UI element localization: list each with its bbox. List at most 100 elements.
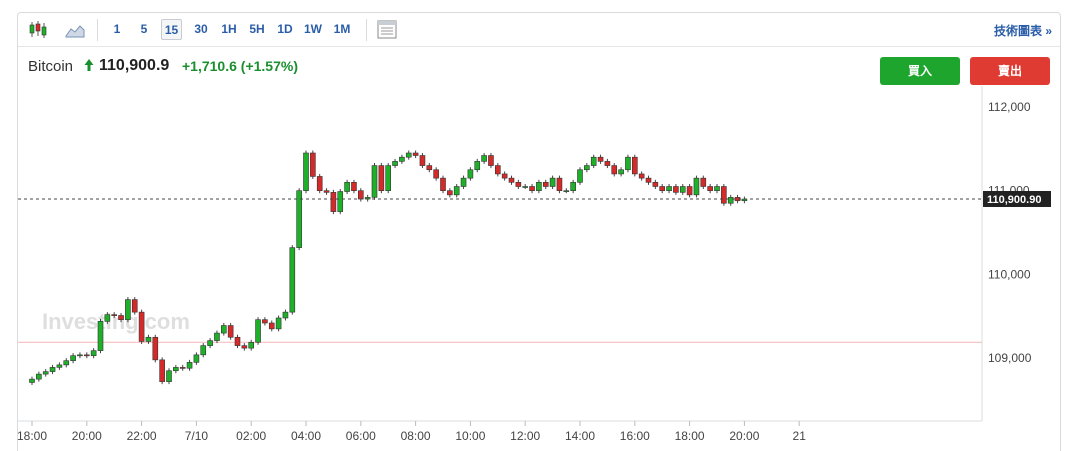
candle-body: [488, 155, 494, 166]
candle: [166, 368, 172, 385]
candle: [426, 163, 433, 173]
interval-1m[interactable]: 1: [113, 22, 121, 36]
candle-body: [707, 186, 713, 191]
candle-body: [310, 152, 316, 177]
x-tick-label: 16:00: [620, 429, 650, 443]
candle: [652, 179, 659, 190]
interval-30m[interactable]: 30: [194, 22, 208, 36]
sell-button[interactable]: 賣出: [970, 57, 1050, 85]
candle-body: [577, 169, 583, 183]
candle: [488, 153, 494, 169]
x-tick-label: 02:00: [236, 429, 266, 443]
interval-15m[interactable]: 15: [161, 19, 182, 40]
candle-body: [138, 311, 145, 342]
candle-body: [645, 177, 652, 183]
candle: [467, 167, 474, 181]
toolbar-separator: [366, 19, 367, 41]
last-price: 110,900.9: [99, 57, 170, 74]
candle: [36, 371, 42, 382]
candle-body: [392, 161, 398, 166]
candle-body: [344, 182, 350, 192]
candle-body: [727, 197, 734, 204]
candle: [323, 188, 330, 195]
candle-body: [207, 340, 213, 346]
candle-body: [405, 152, 412, 158]
candle-body: [590, 156, 597, 166]
candle-body: [522, 186, 529, 188]
interval-1mo[interactable]: 1M: [333, 22, 351, 36]
candle: [70, 353, 76, 364]
candle: [364, 194, 371, 202]
candle: [714, 183, 720, 194]
candle: [536, 179, 542, 194]
candle-body: [49, 367, 56, 372]
candle-body: [611, 165, 618, 175]
candle: [666, 183, 672, 194]
candle-body: [42, 371, 49, 375]
candle-body: [549, 177, 556, 187]
candle: [515, 179, 522, 190]
candle: [522, 183, 529, 190]
candle-body: [351, 182, 357, 191]
interval-1w[interactable]: 1W: [304, 22, 322, 36]
candle: [145, 334, 152, 344]
interval-5h[interactable]: 5H: [249, 22, 265, 36]
instrument-name: Bitcoin: [28, 58, 74, 75]
candle-body: [679, 186, 686, 193]
price-change: +1,710.6 (+1.57%): [182, 58, 298, 74]
candle-body: [29, 378, 35, 383]
area-chart-icon[interactable]: [65, 21, 85, 39]
y-tick-label: 109,000: [988, 351, 1032, 365]
candle-body: [385, 165, 392, 191]
x-tick-label: 22:00: [127, 429, 157, 443]
candle: [645, 175, 652, 185]
table-view-icon[interactable]: [376, 19, 398, 40]
candle-body: [460, 177, 467, 187]
candle: [508, 175, 515, 185]
candle: [494, 163, 501, 177]
candle-body: [700, 177, 707, 187]
toolbar-separator: [97, 19, 98, 41]
x-tick-label: 7/10: [185, 429, 209, 443]
interval-1h[interactable]: 1H: [221, 22, 237, 36]
candle: [618, 167, 624, 177]
candle-body: [63, 360, 70, 366]
candle-body: [584, 165, 590, 171]
candle-body: [638, 173, 645, 179]
technical-chart-link[interactable]: 技術圖表 »: [993, 24, 1052, 38]
candlestick-icon[interactable]: [27, 19, 49, 40]
candle-body: [474, 161, 481, 171]
candle-body: [173, 367, 179, 372]
candle: [693, 175, 700, 198]
last-price-tag-label: 110,900.90: [987, 194, 1041, 206]
candle-body: [447, 190, 453, 196]
candle-body: [378, 165, 385, 191]
candle-body: [248, 341, 254, 349]
candle-body: [200, 345, 207, 356]
candle: [412, 150, 419, 159]
candle-body: [323, 190, 330, 193]
candle: [90, 348, 97, 359]
candle: [241, 343, 248, 351]
interval-5m[interactable]: 5: [140, 22, 148, 36]
candle-body: [282, 311, 289, 319]
buy-button[interactable]: 買入: [880, 57, 960, 85]
candle-body: [262, 319, 268, 324]
candle: [227, 323, 234, 340]
candle-body: [152, 336, 159, 361]
candle-body: [56, 364, 63, 368]
candle: [686, 183, 693, 198]
candle-body: [570, 182, 576, 191]
candle: [453, 183, 460, 198]
interval-1d[interactable]: 1D: [277, 22, 293, 36]
candle: [84, 352, 90, 359]
candle-body: [166, 370, 172, 382]
candle-body: [371, 165, 378, 198]
candle-body: [529, 186, 535, 191]
candle-body: [159, 359, 165, 382]
candle: [310, 150, 316, 179]
candle: [673, 183, 679, 195]
candle-body: [494, 165, 501, 175]
candle: [371, 163, 378, 200]
